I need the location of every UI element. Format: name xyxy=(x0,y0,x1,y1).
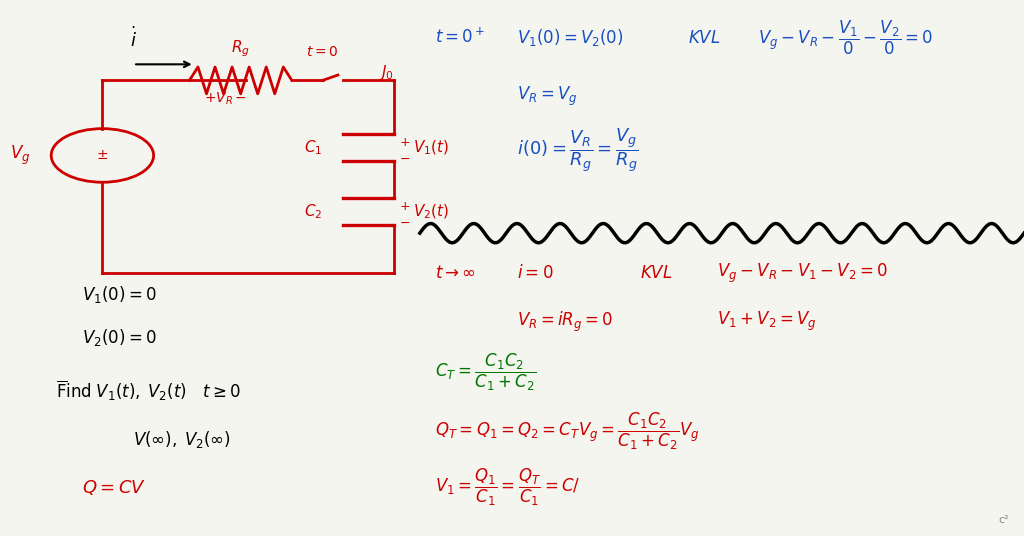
Text: $\dot{i}$: $\dot{i}$ xyxy=(130,27,136,51)
Text: $V_1(0) = V_2(0)$: $V_1(0) = V_2(0)$ xyxy=(517,27,624,48)
Text: $+$: $+$ xyxy=(399,136,411,148)
Text: $+$: $+$ xyxy=(399,200,411,213)
Text: c²: c² xyxy=(998,515,1009,525)
Text: ±: ± xyxy=(96,148,109,162)
Text: $\overline{\mathrm{F}}\mathrm{ind}\; V_1(t),\; V_2(t) \quad t\geq 0$: $\overline{\mathrm{F}}\mathrm{ind}\; V_1… xyxy=(56,379,242,404)
Text: $V_g$: $V_g$ xyxy=(10,144,31,167)
Text: $KVL$: $KVL$ xyxy=(640,264,673,282)
Text: $V_R=iR_g=0$: $V_R=iR_g=0$ xyxy=(517,309,613,334)
Text: $V_R=V_g$: $V_R=V_g$ xyxy=(517,85,578,108)
Text: $R_g$: $R_g$ xyxy=(231,39,250,59)
Text: $i=0$: $i=0$ xyxy=(517,264,554,282)
Text: $V_1 = \dfrac{Q_1}{C_1} = \dfrac{Q_T}{C_1} = C/$: $V_1 = \dfrac{Q_1}{C_1} = \dfrac{Q_T}{C_… xyxy=(435,467,581,508)
Text: $t\rightarrow\infty$: $t\rightarrow\infty$ xyxy=(435,264,476,282)
Text: $-$: $-$ xyxy=(399,216,411,229)
Text: $t=0$: $t=0$ xyxy=(306,45,339,59)
Text: $V_2(t)$: $V_2(t)$ xyxy=(413,203,449,221)
Text: $V_1(t)$: $V_1(t)$ xyxy=(413,138,449,157)
Text: $Q_T = Q_1 = Q_2 = C_T V_g = \dfrac{C_1 C_2}{C_1+C_2} V_g$: $Q_T = Q_1 = Q_2 = C_T V_g = \dfrac{C_1 … xyxy=(435,411,699,452)
Text: $J_0$: $J_0$ xyxy=(379,63,394,82)
Text: $V_1(0)=0$: $V_1(0)=0$ xyxy=(82,284,157,306)
Text: $V_2(0)=0$: $V_2(0)=0$ xyxy=(82,327,157,348)
Text: $Q=CV$: $Q=CV$ xyxy=(82,478,146,497)
Text: $V_g-V_R-V_1-V_2=0$: $V_g-V_R-V_1-V_2=0$ xyxy=(717,262,888,285)
Text: $C_2$: $C_2$ xyxy=(304,203,323,221)
Text: $V_g-V_R-\dfrac{V_1}{0}-\dfrac{V_2}{0}=0$: $V_g-V_R-\dfrac{V_1}{0}-\dfrac{V_2}{0}=0… xyxy=(758,18,933,57)
Text: $KVL$: $KVL$ xyxy=(688,28,721,47)
Text: $V(\infty),\; V_2(\infty)$: $V(\infty),\; V_2(\infty)$ xyxy=(133,429,231,450)
Text: $t=0^+$: $t=0^+$ xyxy=(435,28,485,47)
Text: $C_1$: $C_1$ xyxy=(304,138,323,157)
Text: $i(0)=\dfrac{V_R}{R_g}=\dfrac{V_g}{R_g}$: $i(0)=\dfrac{V_R}{R_g}=\dfrac{V_g}{R_g}$ xyxy=(517,126,639,174)
Text: $C_T = \dfrac{C_1 C_2}{C_1+C_2}$: $C_T = \dfrac{C_1 C_2}{C_1+C_2}$ xyxy=(435,352,537,393)
Text: $V_1+V_2=V_g$: $V_1+V_2=V_g$ xyxy=(717,310,816,333)
Text: $+V_R-$: $+V_R-$ xyxy=(204,91,247,107)
Text: $-$: $-$ xyxy=(399,152,411,165)
